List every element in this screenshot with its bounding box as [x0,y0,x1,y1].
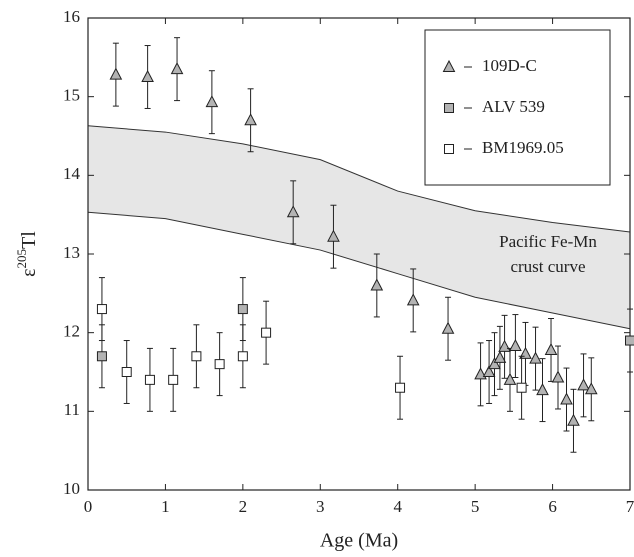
band-annotation: crust curve [510,257,585,276]
marker [474,367,487,380]
x-tick-label: 7 [626,497,634,516]
marker [560,392,573,405]
marker [170,62,184,75]
x-tick-label: 2 [239,497,248,516]
y-tick-label: 10 [63,479,80,498]
marker [509,338,522,352]
marker [577,378,590,391]
y-tick-label: 16 [63,7,80,26]
legend-label: 109D-C [482,56,537,75]
marker [327,229,340,242]
x-tick-label: 6 [548,497,557,516]
marker [488,357,501,370]
marker [237,304,248,315]
marker [536,383,549,396]
y-tick-label: 12 [63,322,80,341]
marker [584,382,598,395]
marker [544,342,558,355]
legend-label: BM1969.05 [482,138,564,157]
y-label-symbol: ε [18,268,40,276]
marker [529,351,542,364]
marker [244,113,257,126]
marker [205,95,219,108]
x-tick-label: 5 [471,497,480,516]
y-tick-label: 14 [63,164,81,183]
marker [121,367,132,377]
legend-marker [442,59,456,72]
marker [96,304,107,315]
marker [498,339,511,352]
marker [503,372,517,385]
marker [441,321,455,334]
x-tick-label: 1 [161,497,170,516]
marker [395,382,406,393]
marker [214,359,225,370]
y-label-rest: Tl [18,231,40,249]
x-axis-label: Age (Ma) [320,530,398,552]
x-tick-label: 0 [84,497,93,516]
marker [625,335,634,346]
band-annotation: Pacific Fe-Mn [499,232,597,251]
band-lower-line [87,211,631,330]
y-label-sup: 205 [14,249,29,269]
x-tick-label: 4 [393,497,402,516]
marker [370,278,384,291]
y-tick-label: 15 [63,86,80,105]
y-tick-label: 13 [63,243,80,262]
marker [261,327,272,338]
plot-frame [87,17,631,491]
marker [482,364,496,377]
x-tick-label: 3 [316,497,325,516]
marker [168,374,179,385]
y-axis-label: ε205Tl [14,231,40,277]
legend-box [424,29,611,186]
marker [141,69,154,82]
marker [286,205,300,218]
legend-marker [444,144,454,154]
legend-label: ALV 539 [482,97,545,116]
legend-marker [444,103,454,113]
marker [493,350,507,363]
marker [406,293,420,306]
marker [516,382,527,393]
band-area [88,125,630,329]
marker [191,351,202,362]
marker [96,351,107,362]
marker [144,374,155,385]
marker [567,413,580,426]
marker [109,67,123,80]
y-tick-label: 11 [64,400,80,419]
marker [237,351,248,362]
marker [551,370,565,383]
band-upper-line [87,125,631,233]
